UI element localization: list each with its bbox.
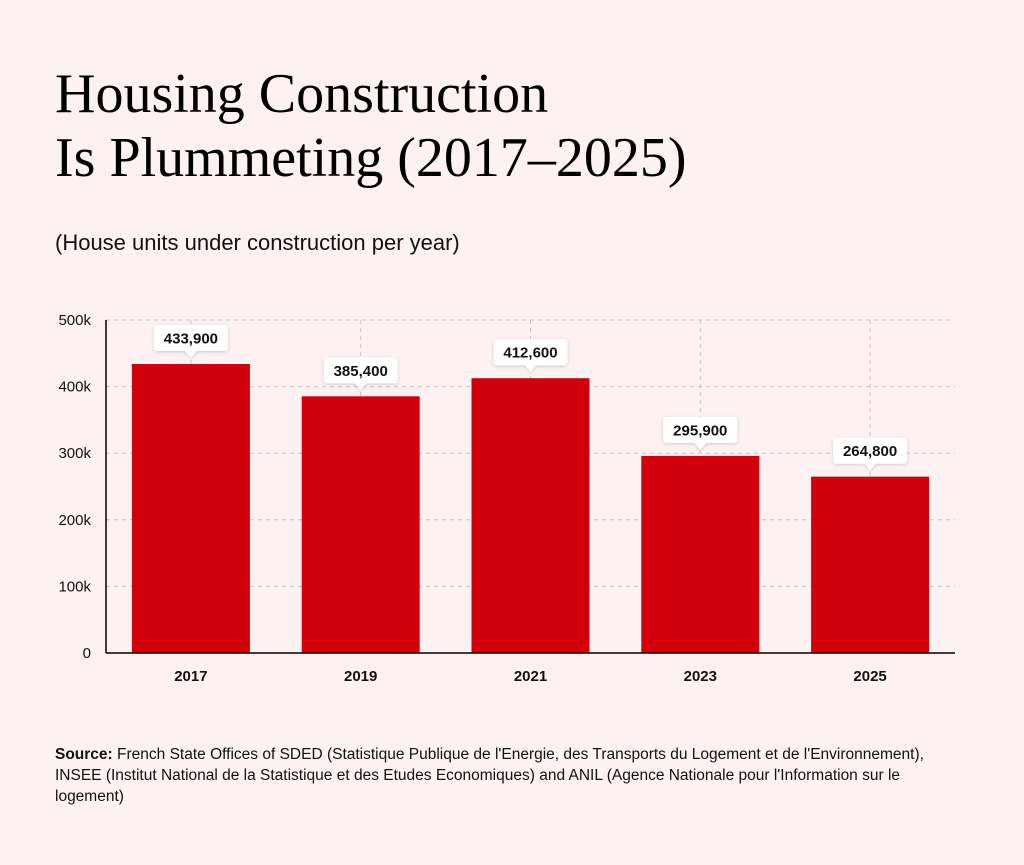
data-label-box (663, 416, 738, 443)
data-label-callout (153, 325, 228, 359)
chart-subtitle: (House units under construction per year… (55, 230, 460, 255)
data-label-box (833, 437, 908, 464)
data-label: 433,900 (164, 331, 218, 348)
data-labels: 433,900 385,400 412,600 295,900 264,800 (153, 325, 908, 471)
bar-2019 (301, 396, 420, 653)
data-label-pointer (864, 463, 877, 471)
chart-title: Housing Construction Is Plummeting (2017… (55, 62, 955, 190)
data-label-box (493, 339, 568, 366)
source-note: Source: French State Offices of SDED (St… (55, 744, 955, 807)
source-label: Source: (55, 746, 113, 763)
chart-title-line-1: Housing Construction (55, 63, 549, 125)
data-label-callout (663, 416, 738, 450)
data-label-callout (493, 339, 568, 373)
y-tick-label: 300k (58, 445, 91, 462)
x-tick-label: 2025 (853, 668, 886, 685)
y-tick-label: 0 (83, 645, 91, 662)
bars (131, 364, 930, 653)
bar-2023 (641, 455, 760, 653)
data-label: 385,400 (334, 363, 388, 380)
data-label: 264,800 (843, 443, 897, 460)
x-tick-label: 2017 (174, 668, 207, 685)
data-label-callout (323, 357, 398, 391)
chart-title-line-2: Is Plummeting (2017–2025) (55, 127, 687, 189)
data-label-callout (833, 437, 908, 471)
x-tick-label: 2019 (344, 668, 377, 685)
bar-2021 (471, 378, 590, 653)
y-tick-label: 100k (58, 578, 91, 595)
y-tick-label: 400k (58, 379, 91, 396)
data-label-box (153, 325, 228, 352)
data-label: 295,900 (673, 422, 727, 439)
source-text: French State Offices of SDED (Statistiqu… (55, 746, 924, 805)
y-tick-label: 200k (58, 512, 91, 529)
bar-2025 (811, 476, 930, 653)
y-tick-label: 500k (58, 312, 91, 329)
data-label-pointer (184, 350, 197, 359)
axes (105, 320, 955, 654)
x-axis-tick-labels: 2017 2019 2021 2023 2025 (174, 668, 887, 685)
x-tick-label: 2021 (514, 668, 547, 685)
data-label-pointer (694, 442, 707, 450)
data-label-pointer (524, 364, 537, 373)
data-label: 412,600 (503, 345, 557, 362)
data-label-pointer (354, 382, 367, 391)
y-axis-tick-labels: 0 100k 200k 300k 400k 500k (58, 312, 91, 662)
bar-2017 (131, 364, 250, 653)
data-label-box (323, 357, 398, 384)
x-tick-label: 2023 (684, 668, 717, 685)
